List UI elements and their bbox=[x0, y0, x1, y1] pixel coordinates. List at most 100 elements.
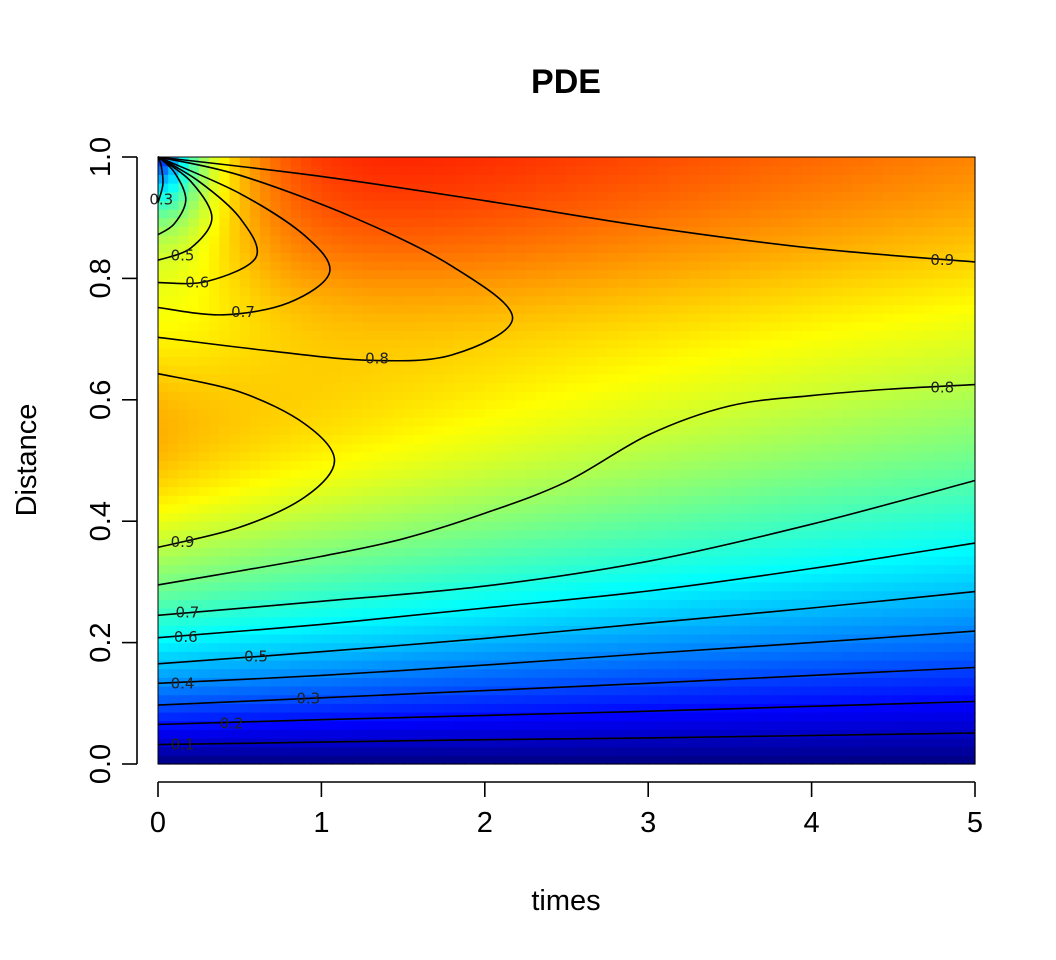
heatmap-cell bbox=[443, 365, 455, 375]
heatmap-cell bbox=[515, 512, 527, 522]
heatmap-cell bbox=[219, 521, 231, 531]
heatmap-cell bbox=[321, 538, 333, 548]
heatmap-cell bbox=[433, 287, 445, 297]
heatmap-cell bbox=[678, 443, 690, 453]
heatmap-cell bbox=[290, 209, 302, 219]
heatmap-cell bbox=[290, 477, 302, 488]
heatmap-cell bbox=[178, 573, 190, 583]
heatmap-cell bbox=[576, 226, 588, 236]
heatmap-cell bbox=[229, 503, 241, 514]
heatmap-cell bbox=[352, 443, 363, 453]
heatmap-cell bbox=[780, 694, 792, 704]
heatmap-cell bbox=[505, 590, 517, 600]
heatmap-cell bbox=[341, 607, 353, 618]
heatmap-cell bbox=[801, 460, 813, 470]
heatmap-cell bbox=[495, 599, 506, 609]
heatmap-cell bbox=[770, 486, 782, 496]
heatmap-cell bbox=[709, 616, 721, 626]
heatmap-cell bbox=[586, 469, 598, 479]
heatmap-cell bbox=[648, 547, 660, 557]
heatmap-cell bbox=[372, 477, 384, 488]
heatmap-cell bbox=[270, 720, 282, 730]
heatmap-cell bbox=[719, 555, 731, 566]
heatmap-cell bbox=[352, 235, 363, 245]
heatmap-cell bbox=[484, 417, 496, 427]
heatmap-cell bbox=[862, 529, 874, 540]
heatmap-cell bbox=[658, 685, 670, 696]
heatmap-cell bbox=[709, 625, 721, 635]
heatmap-cell bbox=[699, 261, 711, 271]
heatmap-cell bbox=[413, 313, 425, 323]
heatmap-cell bbox=[556, 555, 568, 566]
heatmap-cell bbox=[178, 625, 190, 635]
heatmap-cell bbox=[372, 755, 384, 765]
heatmap-cell bbox=[689, 694, 700, 704]
heatmap-cell bbox=[699, 165, 711, 175]
heatmap-cell bbox=[321, 261, 333, 271]
heatmap-cell bbox=[158, 685, 169, 696]
heatmap-cell bbox=[403, 729, 414, 739]
heatmap-cell bbox=[627, 703, 639, 713]
heatmap-cell bbox=[209, 694, 220, 704]
heatmap-cell bbox=[300, 321, 312, 332]
heatmap-cell bbox=[280, 373, 292, 384]
heatmap-cell bbox=[290, 659, 302, 670]
heatmap-cell bbox=[832, 304, 843, 314]
heatmap-cell bbox=[801, 183, 813, 193]
heatmap-cell bbox=[842, 564, 854, 574]
heatmap-cell bbox=[699, 512, 711, 522]
heatmap-cell bbox=[403, 278, 414, 288]
heatmap-cell bbox=[300, 226, 312, 236]
heatmap-cell bbox=[229, 165, 241, 175]
heatmap-cell bbox=[566, 356, 578, 366]
heatmap-cell bbox=[576, 512, 588, 522]
heatmap-cell bbox=[311, 651, 322, 661]
heatmap-cell bbox=[535, 165, 547, 175]
heatmap-cell bbox=[474, 217, 486, 227]
heatmap-cell bbox=[617, 599, 629, 609]
heatmap-cell bbox=[239, 460, 251, 470]
heatmap-cell bbox=[780, 711, 792, 722]
heatmap-cell bbox=[566, 269, 578, 279]
heatmap-cell bbox=[637, 625, 649, 635]
heatmap-cell bbox=[423, 573, 435, 583]
heatmap-cell bbox=[464, 659, 476, 670]
heatmap-cell bbox=[362, 174, 374, 184]
heatmap-cell bbox=[321, 174, 333, 184]
heatmap-cell bbox=[300, 191, 312, 201]
heatmap-cell bbox=[372, 209, 384, 219]
heatmap-cell bbox=[801, 278, 813, 288]
heatmap-cell bbox=[198, 486, 210, 496]
heatmap-cell bbox=[852, 573, 864, 583]
heatmap-cell bbox=[433, 443, 445, 453]
heatmap-cell bbox=[454, 573, 465, 583]
heatmap-cell bbox=[352, 157, 363, 167]
heatmap-cell bbox=[546, 668, 557, 678]
heatmap-cell bbox=[699, 668, 711, 678]
heatmap-cell bbox=[443, 278, 455, 288]
heatmap-cell bbox=[352, 313, 363, 323]
heatmap-cell bbox=[648, 157, 660, 167]
heatmap-cell bbox=[362, 529, 374, 540]
heatmap-cell bbox=[750, 625, 762, 635]
heatmap-cell bbox=[474, 295, 486, 306]
heatmap-cell bbox=[709, 347, 721, 358]
heatmap-cell bbox=[260, 243, 271, 253]
heatmap-cell bbox=[209, 200, 220, 210]
heatmap-cell bbox=[433, 694, 445, 704]
heatmap-cell bbox=[484, 373, 496, 384]
heatmap-cell bbox=[637, 573, 649, 583]
heatmap-cell bbox=[586, 226, 598, 236]
heatmap-cell bbox=[791, 287, 802, 297]
heatmap-cell bbox=[780, 477, 792, 488]
heatmap-cell bbox=[852, 200, 864, 210]
heatmap-cell bbox=[760, 200, 772, 210]
heatmap-cell bbox=[280, 408, 292, 418]
heatmap-cell bbox=[709, 443, 721, 453]
heatmap-cell bbox=[852, 477, 864, 488]
heatmap-cell bbox=[239, 434, 251, 444]
heatmap-cell bbox=[392, 573, 404, 583]
heatmap-cell bbox=[750, 321, 762, 332]
heatmap-cell bbox=[433, 555, 445, 566]
heatmap-cell bbox=[566, 451, 578, 462]
